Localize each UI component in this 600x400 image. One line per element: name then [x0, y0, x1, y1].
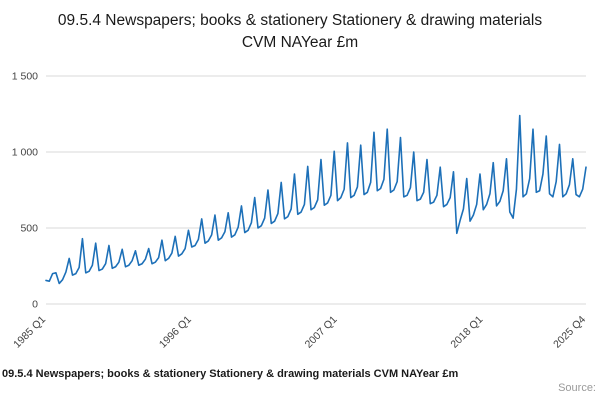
x-axis-tick-label: 1996 Q1 — [157, 314, 194, 351]
line-chart: 0 500 1 000 1 500 1985 Q1 1996 Q1 2007 Q1 2018 … — [11, 71, 588, 351]
data-series-line — [45, 114, 587, 285]
chart-widget: 09.5.4 Newspapers; books & stationery St… — [2, 12, 596, 394]
chart-footer: 09.5.4 Newspapers; books & stationery St… — [0, 368, 600, 394]
x-axis-tick-label: 2018 Q1 — [448, 314, 485, 351]
x-axis-tick-label: 2025 Q4 — [551, 314, 588, 351]
y-axis-tick-label: 1 500 — [12, 71, 38, 83]
source-label: Source: — [558, 382, 596, 394]
y-axis-tick-label: 500 — [20, 223, 38, 235]
footer-caption: 09.5.4 Newspapers; books & stationery St… — [2, 368, 459, 380]
x-axis-tick-label: 1985 Q1 — [11, 314, 48, 351]
chart-title: 09.5.4 Newspapers; books & stationery St… — [57, 12, 543, 52]
x-axis-tick-label: 2007 Q1 — [303, 314, 340, 351]
y-axis-tick-label: 0 — [32, 299, 38, 311]
y-axis-tick-label: 1 000 — [12, 147, 38, 159]
